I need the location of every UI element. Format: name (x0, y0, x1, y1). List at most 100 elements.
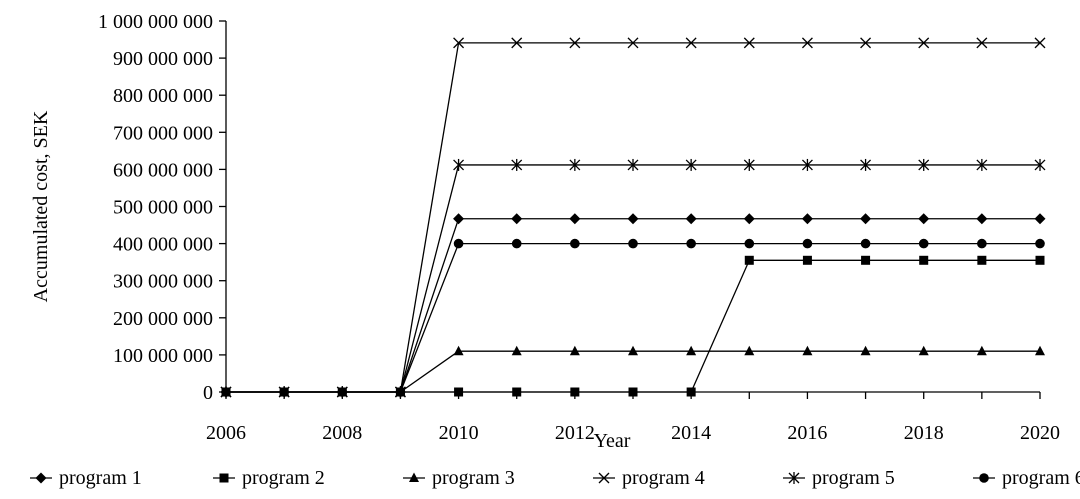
data-point-2 (919, 255, 929, 265)
data-point-4 (1034, 37, 1046, 49)
legend-label: program 6 (1002, 467, 1080, 489)
legend-marker (598, 472, 610, 484)
legend-marker (35, 472, 47, 484)
x-axis-label: Year (594, 430, 631, 452)
data-point-1 (801, 213, 813, 225)
data-point-6 (686, 238, 696, 249)
y-tick-label: 700 000 000 (113, 122, 213, 144)
data-point-4 (860, 37, 872, 49)
data-point-5 (627, 158, 639, 171)
x-tick-label: 2018 (904, 422, 944, 444)
data-point-6 (511, 238, 522, 249)
legend-item: program 4 (593, 467, 705, 489)
y-tick-label: 1 000 000 000 (98, 11, 213, 33)
legend-label: program 4 (622, 467, 705, 489)
data-point-5 (511, 158, 523, 171)
data-point-3 (686, 345, 697, 356)
x-tick-label: 2010 (439, 422, 479, 444)
data-point-5 (569, 158, 581, 171)
data-point-5 (918, 158, 930, 171)
x-tick-label: 2008 (322, 422, 362, 444)
data-point-6 (628, 238, 638, 249)
data-point-6 (918, 238, 929, 249)
data-point-6 (570, 238, 580, 249)
data-point-5 (801, 158, 813, 171)
data-point-1 (860, 213, 872, 225)
legend-item: program 2 (213, 467, 325, 489)
series-line-2 (226, 259, 1040, 393)
data-point-1 (1034, 213, 1046, 225)
data-point-2 (1035, 255, 1045, 265)
data-point-1 (511, 213, 523, 225)
y-tick-label: 400 000 000 (113, 234, 213, 256)
data-point-6 (802, 238, 813, 249)
data-point-4 (511, 37, 523, 49)
y-tick-label: 600 000 000 (113, 159, 213, 181)
data-point-2 (861, 255, 871, 265)
y-tick-label: 500 000 000 (113, 197, 213, 219)
data-point-2 (744, 255, 754, 265)
data-point-4 (685, 37, 697, 49)
series-line-5 (226, 164, 1040, 393)
data-point-1 (743, 213, 755, 225)
data-point-1 (976, 213, 988, 225)
data-point-4 (976, 37, 988, 49)
data-point-3 (453, 345, 464, 356)
legend-item: program 1 (30, 467, 142, 489)
x-tick-label: 2012 (555, 422, 595, 444)
y-tick-label: 100 000 000 (113, 345, 213, 367)
legend-marker (788, 472, 800, 484)
data-point-4 (918, 37, 930, 49)
legend-item: program 6 (973, 467, 1080, 489)
data-point-3 (744, 345, 755, 356)
legend-label: program 1 (59, 467, 142, 489)
y-tick-label: 800 000 000 (113, 85, 213, 107)
data-point-3 (511, 345, 522, 356)
legend-label: program 3 (432, 467, 515, 489)
x-tick-label: 2014 (671, 422, 711, 444)
legend-marker (979, 473, 989, 483)
data-point-2 (802, 255, 812, 265)
data-point-1 (569, 213, 581, 225)
data-point-6 (744, 238, 755, 249)
y-axis-label: Accumulated cost, SEK (30, 110, 52, 302)
data-point-3 (860, 345, 871, 356)
x-tick-label: 2006 (206, 422, 246, 444)
data-point-4 (569, 37, 581, 49)
y-tick-label: 0 (203, 382, 213, 404)
tick-labels: 0 100 000 000 200 000 000 300 000 000 400 00… (98, 11, 1060, 444)
legend-label: program 2 (242, 467, 325, 489)
data-point-3 (976, 345, 987, 356)
x-tick-label: 2020 (1020, 422, 1060, 444)
series-line-6 (226, 242, 1040, 393)
data-point-6 (977, 238, 987, 249)
y-tick-label: 900 000 000 (113, 48, 213, 70)
data-point-5 (1034, 158, 1046, 171)
data-point-5 (976, 158, 988, 171)
data-point-1 (685, 213, 697, 225)
data-point-3 (628, 345, 638, 356)
data-point-3 (569, 345, 580, 356)
data-point-6 (1035, 238, 1045, 249)
y-tick-label: 300 000 000 (113, 271, 213, 293)
data-point-5 (743, 158, 755, 171)
data-point-3 (1035, 345, 1045, 356)
data-point-1 (627, 213, 639, 225)
data-point-4 (801, 37, 813, 49)
data-point-2 (977, 255, 987, 265)
data-point-3 (918, 345, 929, 356)
axes (219, 20, 1041, 399)
series-line-3 (226, 350, 1040, 393)
data-point-1 (918, 213, 930, 225)
data-point-4 (453, 37, 465, 49)
legend-item: program 5 (783, 467, 895, 489)
legend-marker (219, 473, 229, 483)
data-point-6 (453, 238, 464, 249)
data-point-6 (860, 238, 871, 249)
data-point-4 (743, 37, 755, 49)
legend-label: program 5 (812, 467, 895, 489)
data-point-5 (453, 158, 465, 171)
x-tick-label: 2016 (787, 422, 827, 444)
data-point-4 (627, 37, 639, 49)
